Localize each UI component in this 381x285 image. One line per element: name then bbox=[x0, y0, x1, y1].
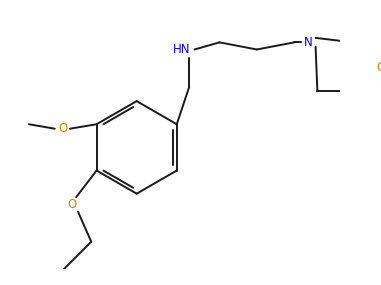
Text: O: O bbox=[377, 61, 381, 74]
Text: N: N bbox=[304, 36, 313, 49]
Text: HN: HN bbox=[173, 43, 191, 56]
Text: O: O bbox=[67, 198, 76, 211]
Text: O: O bbox=[58, 122, 67, 135]
